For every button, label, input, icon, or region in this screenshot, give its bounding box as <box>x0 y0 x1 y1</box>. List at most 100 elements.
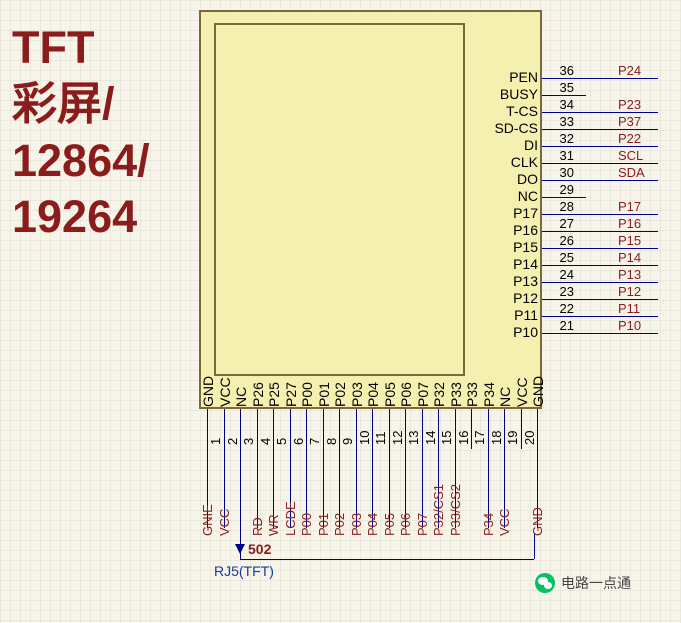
net-label: P37 <box>618 114 641 129</box>
pin-number: 3 <box>241 413 256 445</box>
ic-inner-rect <box>214 23 465 376</box>
title-block: TFT 彩屏/ 12864/ 19264 <box>12 20 150 245</box>
pin-wire <box>542 333 586 334</box>
net-wire <box>586 78 658 79</box>
pin-name: P05 <box>382 367 398 407</box>
pin-wire <box>542 197 586 198</box>
pin-name: P06 <box>398 367 414 407</box>
pin-number: 20 <box>522 413 537 445</box>
pin-name: P07 <box>415 367 431 407</box>
pin-wire <box>542 248 586 249</box>
pin-name: DI <box>470 137 538 153</box>
pin-wire <box>542 112 586 113</box>
net-label: P32/CS1 <box>431 478 446 536</box>
pin-number: 8 <box>324 413 339 445</box>
pin-number: 5 <box>274 413 289 445</box>
title-line-1: TFT <box>12 20 150 76</box>
pin-wire <box>542 146 586 147</box>
pin-number: 33 <box>546 114 574 129</box>
net-label: SDA <box>618 165 645 180</box>
pin-wire <box>542 282 586 283</box>
pin-number: 26 <box>546 233 574 248</box>
net-label: VCC <box>217 478 232 536</box>
net-label: P00 <box>299 478 314 536</box>
pin-wire <box>542 265 586 266</box>
pin-name: GND <box>530 367 546 407</box>
net-label: P34 <box>481 478 496 536</box>
pin-number: 14 <box>423 413 438 445</box>
pin-name: P01 <box>316 367 332 407</box>
extra-wire-horiz <box>240 559 534 560</box>
pin-name: NC <box>497 367 513 407</box>
pin-name: VCC <box>217 367 233 407</box>
net-label: P33/CS2 <box>448 478 463 536</box>
net-wire <box>586 299 658 300</box>
pin-name: P02 <box>332 367 348 407</box>
pin-name: P17 <box>470 205 538 221</box>
pin-name: PEN <box>470 69 538 85</box>
pin-number: 29 <box>546 182 574 197</box>
pin-name: P10 <box>470 324 538 340</box>
net-wire <box>586 112 658 113</box>
pin-name: P11 <box>470 307 538 323</box>
pin-number: 27 <box>546 216 574 231</box>
pin-wire <box>542 163 586 164</box>
pin-name: P03 <box>349 367 365 407</box>
net-wire <box>586 316 658 317</box>
pin-name: P26 <box>250 367 266 407</box>
pin-number: 11 <box>373 413 388 445</box>
pin-number: 4 <box>258 413 273 445</box>
designator: 502 <box>248 541 271 557</box>
net-label: GNIE <box>200 478 215 536</box>
pin-number: 32 <box>546 131 574 146</box>
pin-wire <box>542 231 586 232</box>
net-label: P07 <box>415 478 430 536</box>
pin-wire <box>542 78 586 79</box>
title-line-4: 19264 <box>12 189 150 245</box>
pin-name: T-CS <box>470 103 538 119</box>
pin-name: VCC <box>514 367 530 407</box>
title-line-2: 彩屏/ <box>12 76 150 132</box>
net-wire <box>586 265 658 266</box>
net-label: P23 <box>618 97 641 112</box>
pin-number: 36 <box>546 63 574 78</box>
pin-name: DO <box>470 171 538 187</box>
pin-wire <box>542 95 586 96</box>
pin-number: 31 <box>546 148 574 163</box>
watermark: 电路一点通 <box>535 573 631 593</box>
pin-name: P14 <box>470 256 538 272</box>
net-label: GND <box>530 478 545 536</box>
pin-wire <box>542 180 586 181</box>
pin-name: P13 <box>470 273 538 289</box>
net-wire <box>586 146 658 147</box>
footprint-label: RJ5(TFT) <box>214 563 274 579</box>
pin-wire <box>542 316 586 317</box>
pin-name: P15 <box>470 239 538 255</box>
net-label: P22 <box>618 131 641 146</box>
net-label: P24 <box>618 63 641 78</box>
pin-wire <box>542 214 586 215</box>
net-label: P17 <box>618 199 641 214</box>
pin-number: 16 <box>456 413 471 445</box>
net-label: P02 <box>332 478 347 536</box>
pin-name: P34 <box>481 367 497 407</box>
pin-number: 6 <box>291 413 306 445</box>
pin-name: P32 <box>431 367 447 407</box>
pin-number: 7 <box>307 413 322 445</box>
net-label: WR <box>266 478 281 536</box>
pin-number: 22 <box>546 301 574 316</box>
net-label: P14 <box>618 250 641 265</box>
pin-number: 21 <box>546 318 574 333</box>
net-wire <box>586 333 658 334</box>
net-label: P15 <box>618 233 641 248</box>
pin-name: NC <box>233 367 249 407</box>
pin-number: 18 <box>489 413 504 445</box>
pin-wire <box>537 409 538 449</box>
net-label: P12 <box>618 284 641 299</box>
wechat-icon <box>535 573 555 593</box>
pin-name: P16 <box>470 222 538 238</box>
pin-name: P33 <box>464 367 480 407</box>
pin-name: P04 <box>365 367 381 407</box>
net-wire <box>586 231 658 232</box>
pin-name: P27 <box>283 367 299 407</box>
